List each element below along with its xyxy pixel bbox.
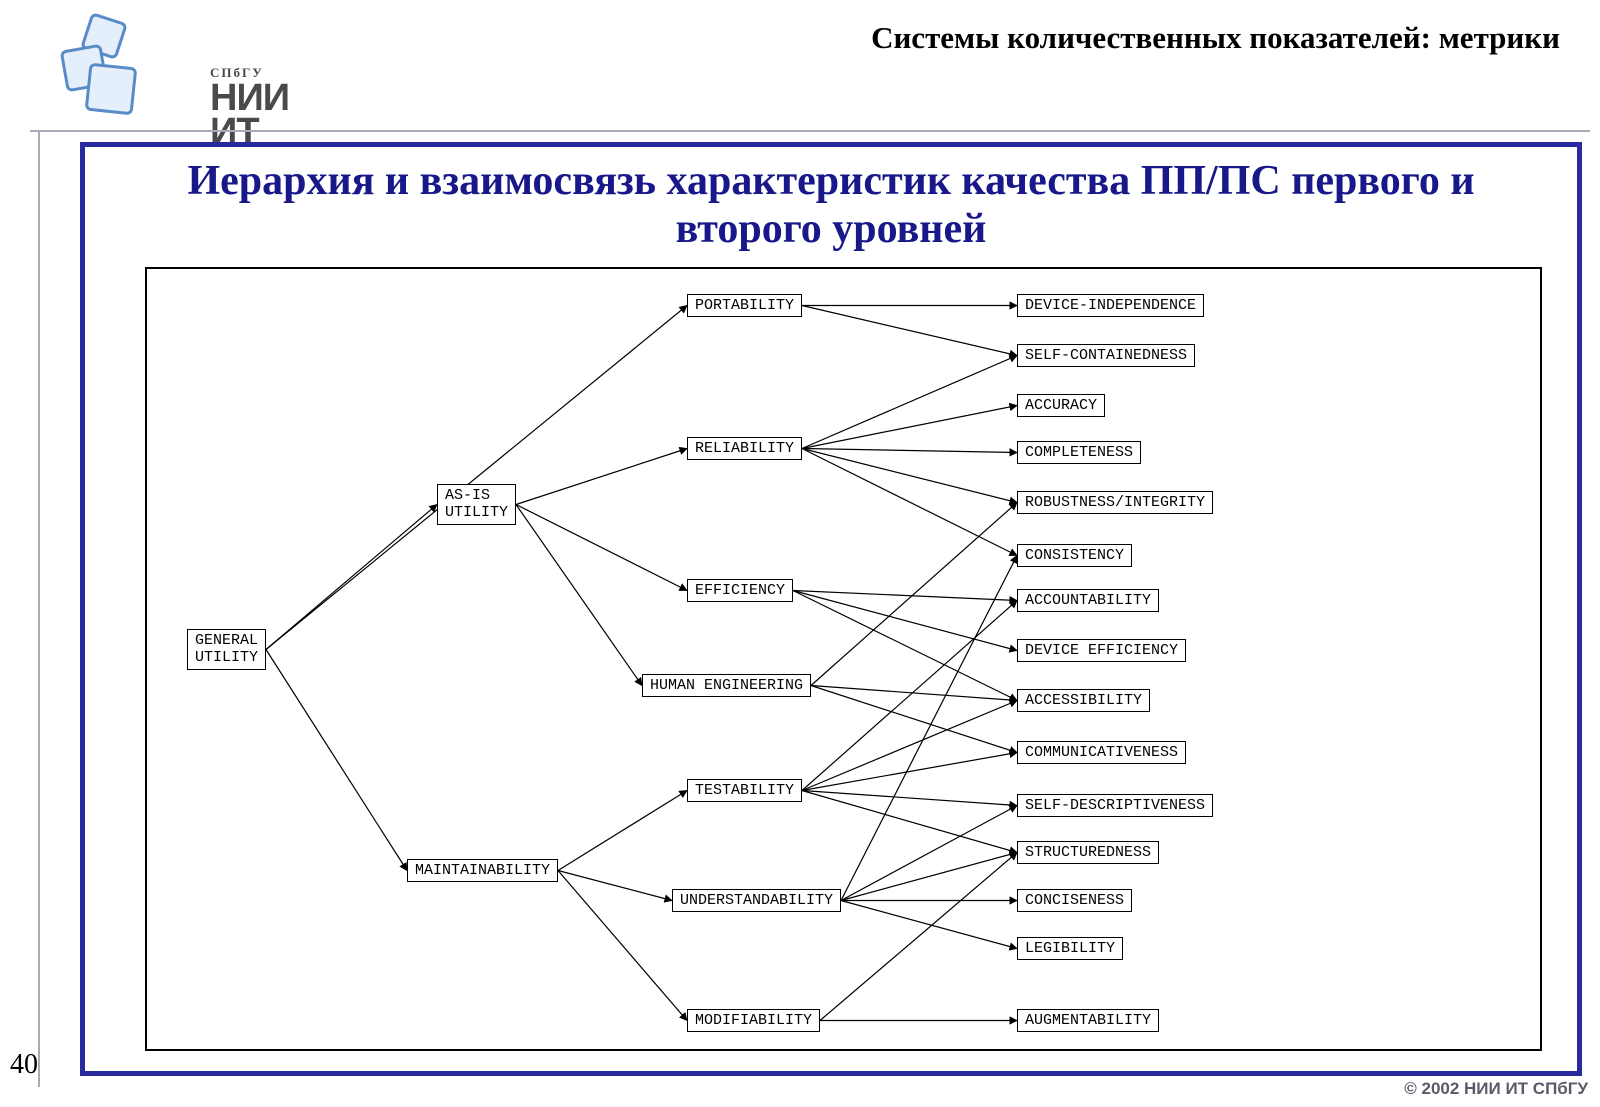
left-rule bbox=[38, 130, 40, 1087]
edge-test-to-selfdesc bbox=[802, 791, 1017, 806]
edge-asis-to-rel bbox=[516, 449, 687, 505]
edge-und-to-struct bbox=[841, 853, 1017, 901]
node-leg: LEGIBILITY bbox=[1017, 937, 1123, 960]
edge-und-to-cons bbox=[841, 556, 1017, 901]
node-und: UNDERSTANDABILITY bbox=[672, 889, 841, 912]
edge-general-to-port bbox=[266, 306, 687, 650]
node-devind: DEVICE-INDEPENDENCE bbox=[1017, 294, 1204, 317]
edge-und-to-leg bbox=[841, 901, 1017, 949]
edge-eff-to-access bbox=[793, 591, 1017, 701]
page-number: 40 bbox=[10, 1049, 38, 1081]
node-account: ACCOUNTABILITY bbox=[1017, 589, 1159, 612]
edge-human-to-comm bbox=[811, 686, 1017, 753]
diagram: GENERAL UTILITY AS-IS UTILITY MAINTAINABIL… bbox=[145, 267, 1542, 1051]
edge-rel-to-compl bbox=[802, 449, 1017, 453]
node-eff: EFFICIENCY bbox=[687, 579, 793, 602]
node-conc: CONCISENESS bbox=[1017, 889, 1132, 912]
content-frame: Иерархия и взаимосвязь характеристик кач… bbox=[80, 142, 1582, 1076]
node-acc: ACCURACY bbox=[1017, 394, 1105, 417]
edge-maint-to-test bbox=[558, 791, 687, 871]
node-test: TESTABILITY bbox=[687, 779, 802, 802]
edge-human-to-robust bbox=[811, 503, 1017, 686]
edge-rel-to-acc bbox=[802, 406, 1017, 449]
edge-maint-to-mod bbox=[558, 871, 687, 1021]
edge-general-to-maint bbox=[266, 650, 407, 871]
header: СПбГУ НИИ ИТ Системы количественных пока… bbox=[0, 0, 1600, 135]
node-human: HUMAN ENGINEERING bbox=[642, 674, 811, 697]
edge-mod-to-struct bbox=[820, 853, 1017, 1021]
node-general: GENERAL UTILITY bbox=[187, 629, 266, 670]
edge-und-to-selfdesc bbox=[841, 806, 1017, 901]
node-access: ACCESSIBILITY bbox=[1017, 689, 1150, 712]
node-rel: RELIABILITY bbox=[687, 437, 802, 460]
edge-test-to-access bbox=[802, 701, 1017, 791]
logo: СПбГУ НИИ ИТ bbox=[65, 15, 135, 110]
logo-title: НИИ ИТ bbox=[210, 81, 289, 149]
edge-maint-to-und bbox=[558, 871, 672, 901]
footer-copyright: © 2002 НИИ ИТ СПбГУ bbox=[1404, 1079, 1588, 1099]
edge-asis-to-eff bbox=[516, 505, 687, 591]
edge-general-to-asis bbox=[266, 505, 437, 650]
node-deveff: DEVICE EFFICIENCY bbox=[1017, 639, 1186, 662]
header-rule bbox=[30, 130, 1590, 132]
diagram-edges bbox=[147, 269, 1540, 1049]
edge-test-to-struct bbox=[802, 791, 1017, 853]
frame-title: Иерархия и взаимосвязь характеристик кач… bbox=[85, 147, 1577, 256]
edge-asis-to-human bbox=[516, 505, 642, 686]
node-selfdesc: SELF-DESCRIPTIVENESS bbox=[1017, 794, 1213, 817]
node-asis: AS-IS UTILITY bbox=[437, 484, 516, 525]
page-title: Системы количественных показателей: метр… bbox=[871, 20, 1560, 56]
node-cons: CONSISTENCY bbox=[1017, 544, 1132, 567]
node-aug: AUGMENTABILITY bbox=[1017, 1009, 1159, 1032]
edge-rel-to-robust bbox=[802, 449, 1017, 503]
node-compl: COMPLETENESS bbox=[1017, 441, 1141, 464]
node-struct: STRUCTUREDNESS bbox=[1017, 841, 1159, 864]
edge-rel-to-selfcont bbox=[802, 356, 1017, 449]
node-maint: MAINTAINABILITY bbox=[407, 859, 558, 882]
node-selfcont: SELF-CONTAINEDNESS bbox=[1017, 344, 1195, 367]
edge-port-to-selfcont bbox=[802, 306, 1017, 356]
node-port: PORTABILITY bbox=[687, 294, 802, 317]
node-robust: ROBUSTNESS/INTEGRITY bbox=[1017, 491, 1213, 514]
edge-test-to-comm bbox=[802, 753, 1017, 791]
edge-rel-to-cons bbox=[802, 449, 1017, 556]
edge-test-to-account bbox=[802, 601, 1017, 791]
edge-human-to-access bbox=[811, 686, 1017, 701]
node-comm: COMMUNICATIVENESS bbox=[1017, 741, 1186, 764]
logo-icon bbox=[65, 15, 135, 110]
node-mod: MODIFIABILITY bbox=[687, 1009, 820, 1032]
